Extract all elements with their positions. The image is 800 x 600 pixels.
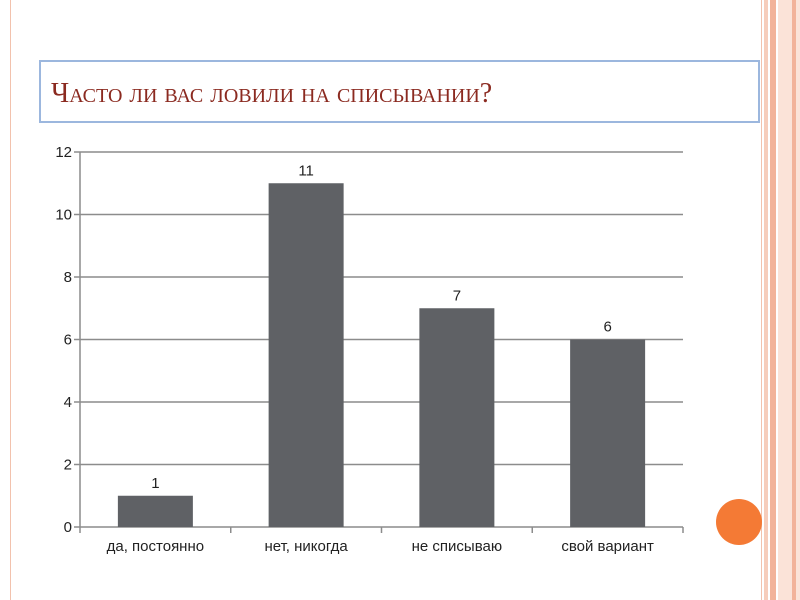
y-tick-label: 12 [55,144,72,161]
y-tick-label: 10 [55,207,72,224]
x-category-label: да, постоянно [107,538,204,555]
y-tick-label: 4 [64,394,72,411]
bars [117,183,646,527]
bar [268,183,344,527]
labels: 0 2 4 6 8 10 12 1 да, постоянно 11 нет, никогда 7 не… [55,144,654,555]
title-box: Часто ли вас ловили на списывании? [39,60,760,123]
decorative-stripe [778,0,792,600]
x-category-label: свой вариант [561,538,654,555]
slide-frame [10,0,762,600]
y-tick-label: 8 [64,269,72,286]
y-tick-label: 2 [64,457,72,474]
y-tick-label: 6 [64,332,72,349]
x-category-label: не списываю [412,538,502,555]
decorative-circle [716,499,762,545]
y-tick-label: 0 [64,519,72,536]
bar [570,339,646,527]
decorative-stripe [792,0,796,600]
decorative-stripe [770,0,776,600]
bar [419,308,495,527]
decorative-stripe [764,0,768,600]
x-category-label: нет, никогда [264,538,348,555]
bar [117,495,193,527]
data-label: 11 [298,162,314,179]
data-label: 7 [453,287,461,304]
decorative-stripe [796,0,800,600]
data-label: 1 [151,475,159,492]
slide-title: Часто ли вас ловили на списывании? [51,78,493,109]
data-label: 6 [603,319,611,336]
